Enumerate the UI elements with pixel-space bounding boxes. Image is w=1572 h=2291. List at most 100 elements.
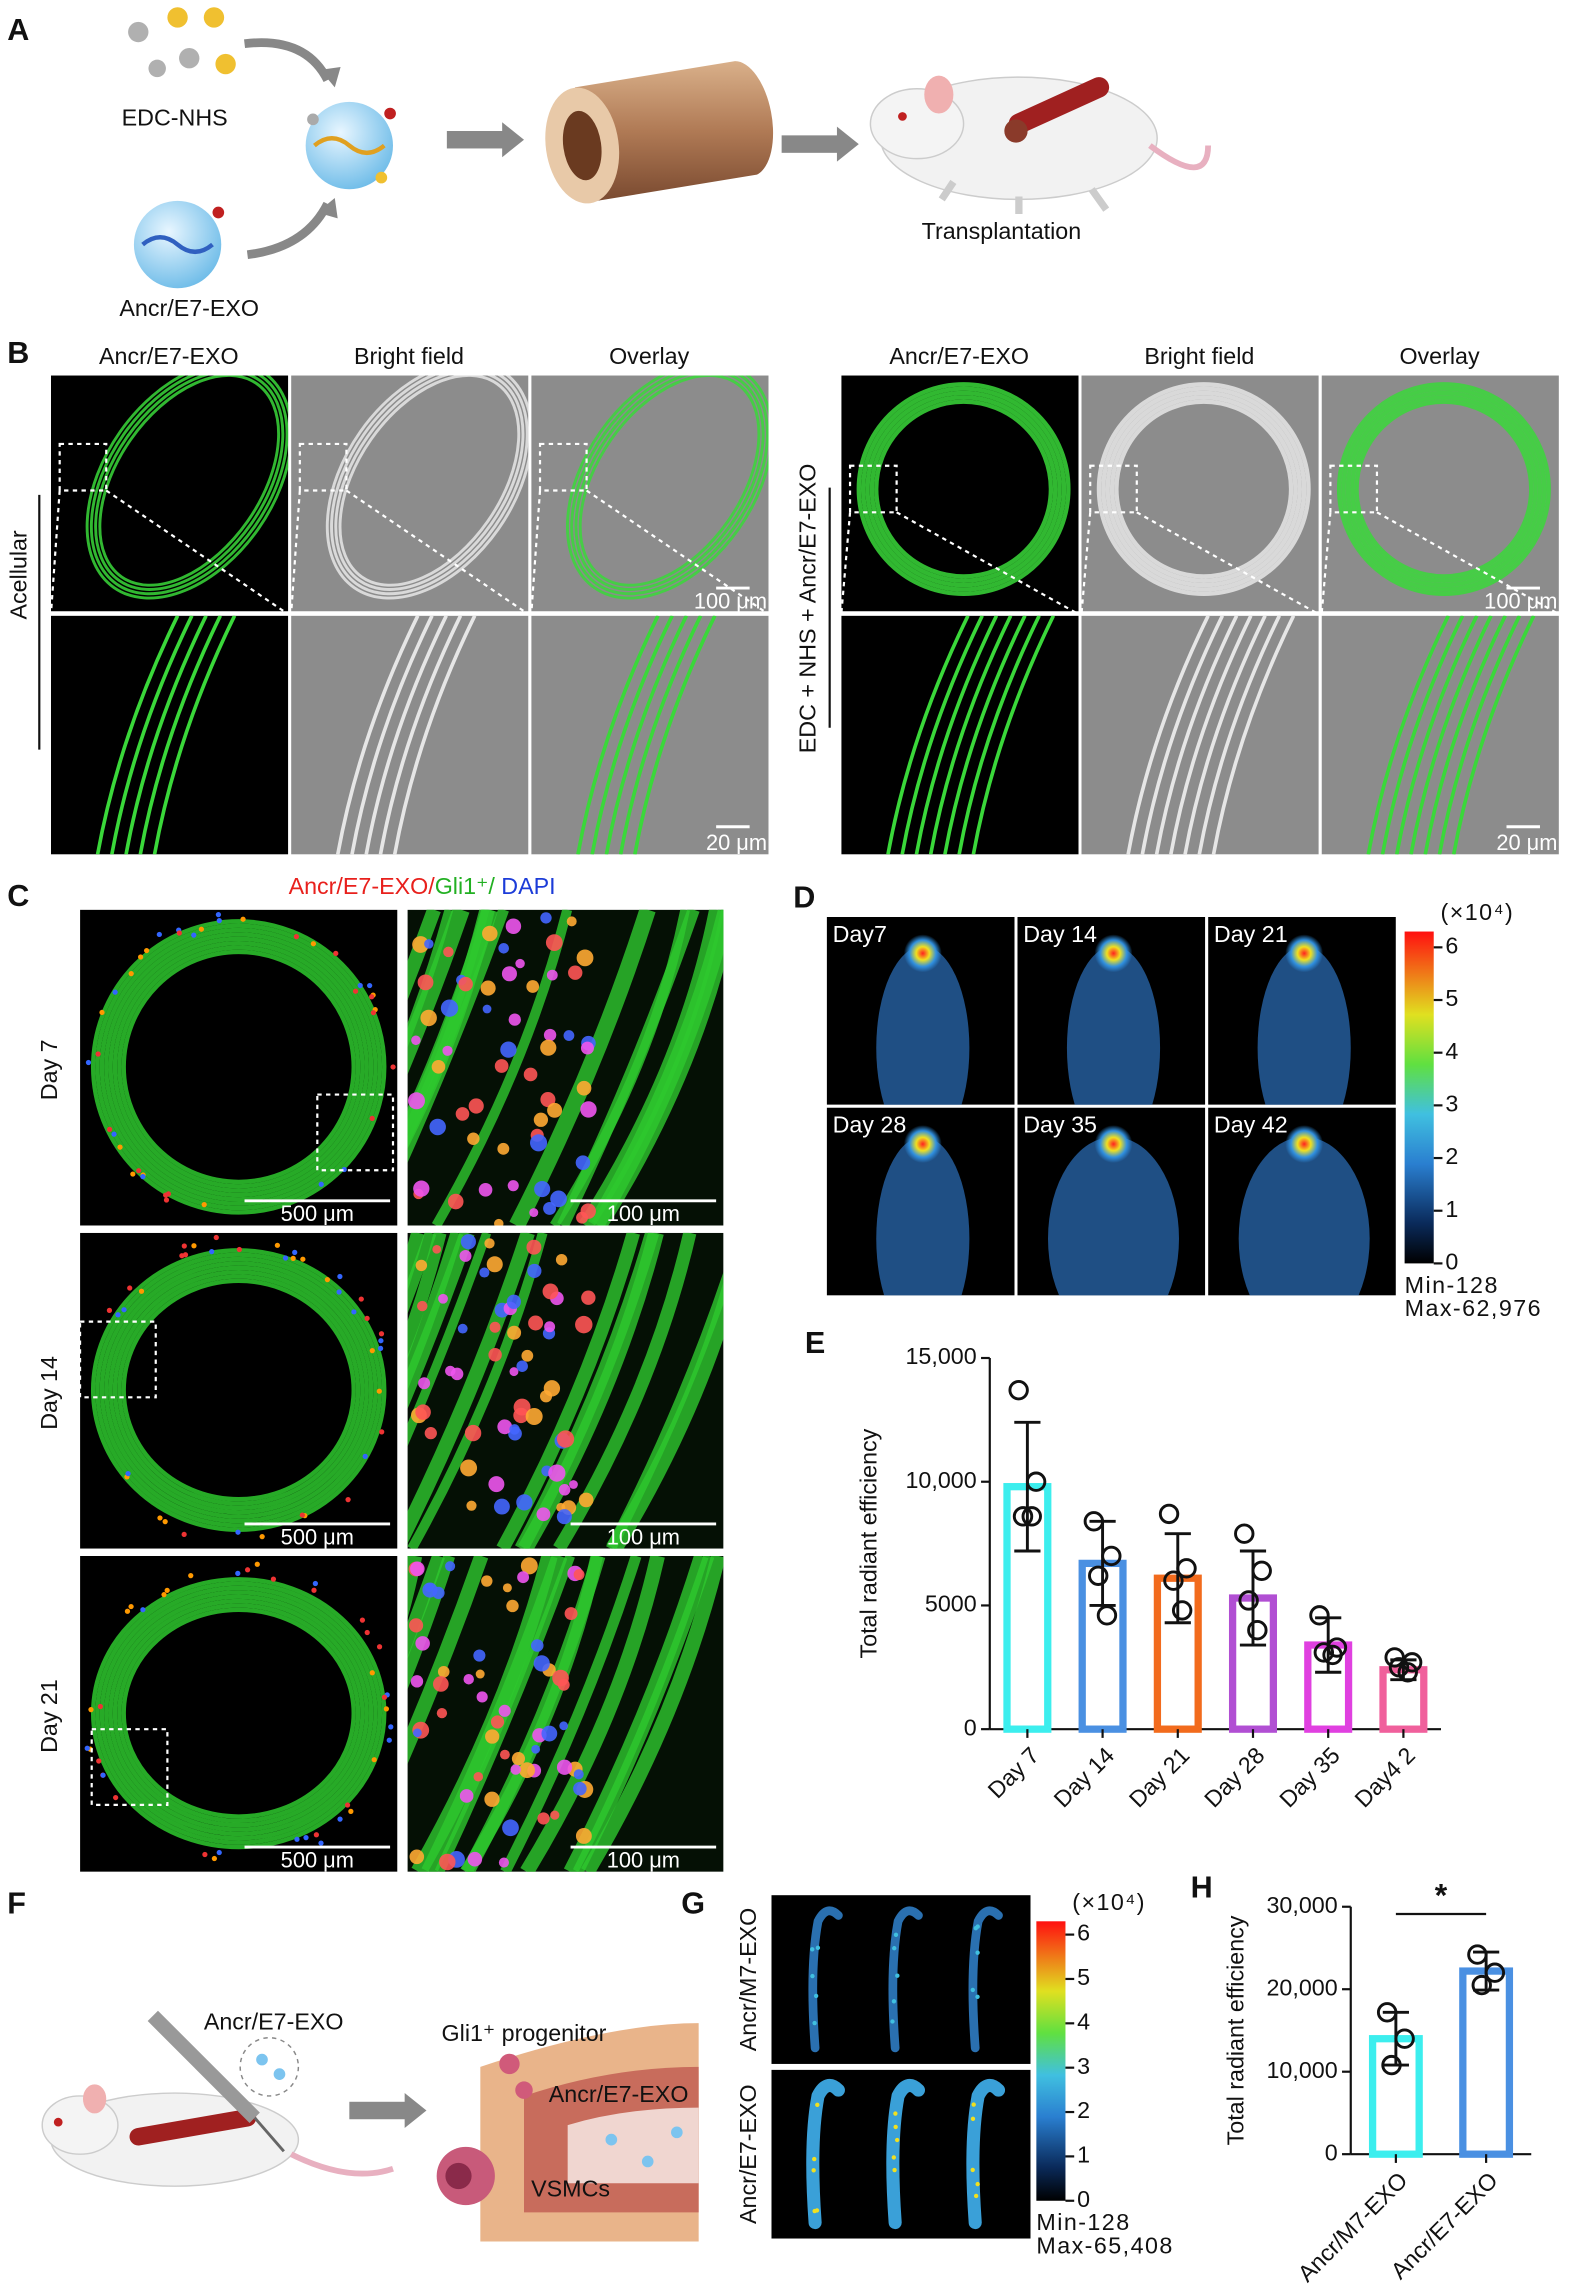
panel-a-art [128,7,1212,289]
cell [440,999,459,1017]
panel-label: G [681,1886,705,1920]
hotspot-dot [975,1994,980,1999]
colorbar-tick-label: 4 [1077,2008,1090,2034]
data-point [1008,1379,1029,1401]
cell [436,1707,448,1719]
cell [468,1098,484,1114]
cell [367,982,373,989]
cell [517,1571,530,1584]
micrograph [407,909,724,1226]
cell [318,1840,324,1846]
mouse-signal [876,946,970,1105]
cell [439,1853,456,1871]
cell [484,1791,500,1807]
micrograph [50,615,289,855]
cell [377,1345,384,1352]
colorbar-tick-label: 6 [1445,932,1458,958]
cell [475,1669,485,1679]
ring [874,399,1054,579]
cell [544,1321,556,1333]
colorbar-tick-label: 4 [1445,1038,1458,1064]
fiber [1380,615,1465,855]
hotspot-dot [970,2116,976,2122]
colorbar-tick-label: 1 [1077,2142,1090,2168]
zoom-line [290,490,301,615]
fiber [581,1555,724,1872]
cell [424,1427,437,1440]
zoom-line [105,489,289,616]
cell [383,1706,390,1712]
cell [580,1041,594,1055]
cell [467,1851,483,1867]
cell [559,1721,569,1731]
cell [299,1512,305,1518]
cell [99,1009,105,1016]
cell [364,1315,370,1322]
cell [156,931,162,938]
cell [188,1573,194,1579]
data-point [1471,1974,1492,1996]
zoom-box [1089,464,1138,514]
micrograph [1321,615,1559,855]
data-point [1083,1511,1105,1532]
cell [529,1208,539,1218]
hotspot-dot [814,2208,820,2213]
cell [547,1102,563,1118]
cell [117,1144,123,1150]
scale-label: 100 μm [607,1201,680,1226]
ring [85,375,289,600]
cell [442,1045,453,1056]
cell [533,1655,550,1672]
label: Ancr/E7-EXO [119,295,259,321]
panel-title: Ancr/E7-EXO/Gli1⁺/ DAPI [289,873,556,899]
cell [447,1193,464,1210]
cell [506,1599,519,1613]
label: Ancr/E7-EXO [549,2081,689,2107]
column-title: Ancr/E7-EXO [889,343,1029,369]
x-tick-label: Day4 2 [1350,1742,1421,1813]
ring [117,945,361,1189]
cell [531,1744,541,1754]
generated: A B C D E F G H EDC-NHS Ancr/E7-EXO Transplantatio… [6,13,1560,2287]
fiber [914,615,999,855]
fiber [407,1232,475,1409]
hotspot [1285,934,1324,973]
micrograph [80,909,398,1226]
x-tick-label: Day 21 [1124,1742,1195,1813]
colorbar-tick-label: 3 [1077,2053,1090,2079]
data-point [1021,1506,1042,1527]
hotspot-dot [812,2020,817,2026]
y-tick-label: 15,000 [906,1343,977,1369]
colorbar-max: Max-62,976 [1405,1295,1542,1321]
fiber [563,1555,709,1872]
cell [476,1691,488,1703]
micrograph [771,2069,1031,2239]
y-tick-label: 30,000 [1266,1892,1337,1918]
cell [292,1249,298,1255]
ring [869,395,1058,583]
fiber [335,615,420,855]
data-point [1158,1503,1180,1525]
micrograph [531,375,769,612]
cell [198,926,205,932]
cell [362,1453,368,1460]
cell [578,1492,594,1508]
x-tick-label: Day 14 [1049,1742,1120,1813]
cell [136,1168,142,1174]
cell [550,1190,567,1208]
cell [576,1211,588,1224]
image-bg [80,909,398,1226]
panel-f-art [41,2010,699,2242]
fiber [590,615,674,855]
ring [565,375,769,600]
cell [348,1808,354,1814]
data-point [1381,2054,1402,2076]
cell [85,1059,92,1066]
scale-label: 100 μm [694,588,767,613]
fiber [1451,615,1536,855]
row-label: Day 21 [36,1679,62,1753]
cell [235,1529,241,1535]
cell [526,980,540,993]
hotspot [1094,1125,1133,1163]
